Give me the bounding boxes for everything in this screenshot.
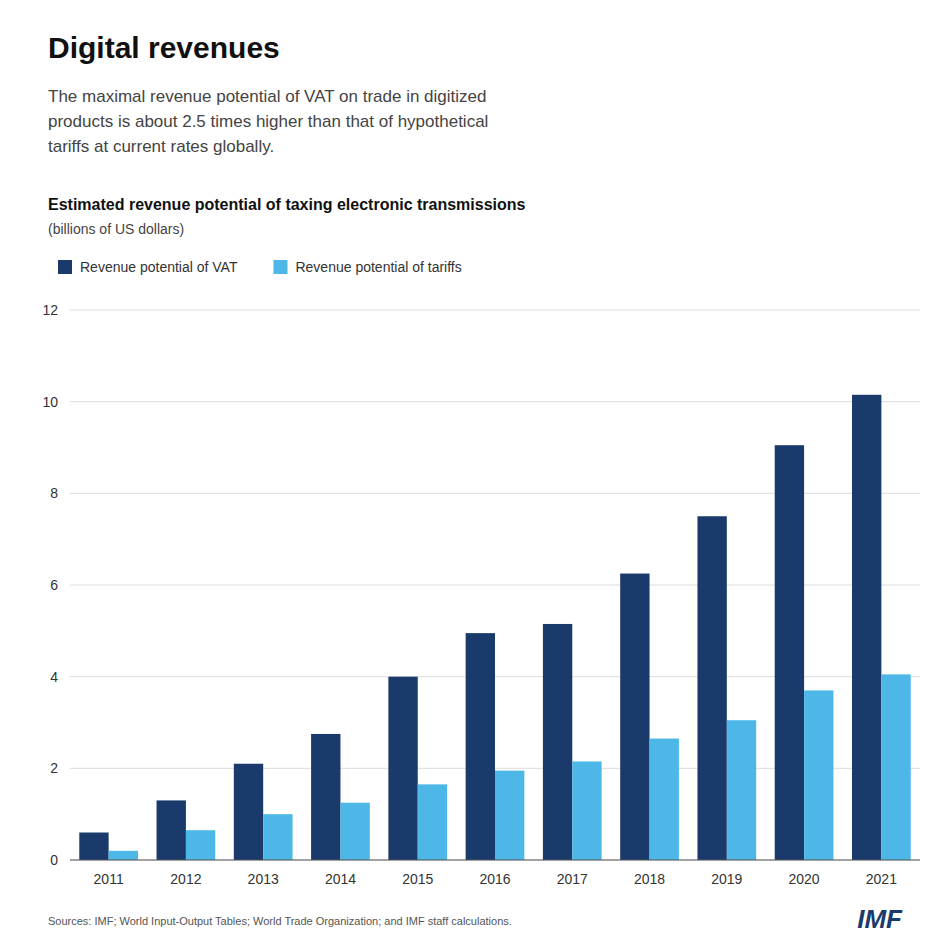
chart: Digital revenues The maximal revenue pote…	[0, 0, 950, 950]
chart-title: Estimated revenue potential of taxing el…	[48, 196, 526, 213]
y-tick-label: 2	[50, 760, 58, 776]
chart-container: Digital revenues The maximal revenue pote…	[0, 0, 950, 950]
bar	[727, 720, 756, 860]
bar	[186, 830, 215, 860]
bar	[311, 734, 340, 860]
legend-swatch	[273, 260, 287, 274]
bar	[650, 739, 679, 860]
chart-subtitle: (billions of US dollars)	[48, 221, 184, 237]
y-tick-label: 8	[50, 485, 58, 501]
x-tick-label: 2016	[479, 871, 510, 887]
bar	[157, 800, 186, 860]
bar	[466, 633, 495, 860]
x-tick-label: 2020	[789, 871, 820, 887]
x-axis-line	[70, 860, 920, 861]
bar	[340, 803, 369, 860]
bar	[620, 574, 649, 860]
x-tick-label: 2019	[711, 871, 742, 887]
y-tick-label: 4	[50, 669, 58, 685]
grid-line	[70, 401, 920, 402]
bar	[543, 624, 572, 860]
legend-swatch	[58, 260, 72, 274]
x-tick-label: 2015	[402, 871, 433, 887]
y-tick-label: 0	[50, 852, 58, 868]
bar	[495, 771, 524, 860]
bar	[79, 833, 108, 861]
legend: Revenue potential of VAT Revenue potentia…	[58, 259, 462, 275]
bar	[572, 761, 601, 860]
x-tick-label: 2013	[248, 871, 279, 887]
bar	[263, 814, 292, 860]
x-tick-label: 2021	[866, 871, 897, 887]
bar	[775, 445, 804, 860]
x-tick-label: 2017	[557, 871, 588, 887]
bar	[418, 784, 447, 860]
grid-line	[70, 310, 920, 311]
x-tick-label: 2014	[325, 871, 356, 887]
grid-line	[70, 860, 920, 861]
x-tick-label: 2011	[94, 871, 124, 887]
bar	[881, 674, 910, 860]
y-tick-label: 6	[50, 577, 58, 593]
logo: IMF	[857, 904, 903, 934]
bar	[852, 395, 881, 860]
title: Digital revenues	[48, 31, 280, 64]
x-tick-label: 2012	[170, 871, 201, 887]
bar	[109, 851, 138, 860]
bar	[388, 677, 417, 860]
background	[0, 0, 950, 950]
bars	[79, 395, 910, 860]
y-tick-label: 10	[42, 394, 58, 410]
bar	[234, 764, 263, 860]
x-tick-label: 2018	[634, 871, 665, 887]
grid	[70, 310, 920, 860]
subtitle: The maximal revenue potential of VAT on …	[48, 87, 488, 156]
legend-label: Revenue potential of VAT	[80, 259, 238, 275]
bar	[697, 516, 726, 860]
bar	[804, 690, 833, 860]
y-tick-label: 12	[42, 302, 58, 318]
legend-label: Revenue potential of tariffs	[295, 259, 461, 275]
source: Sources: IMF; World Input-Output Tables;…	[48, 915, 512, 927]
